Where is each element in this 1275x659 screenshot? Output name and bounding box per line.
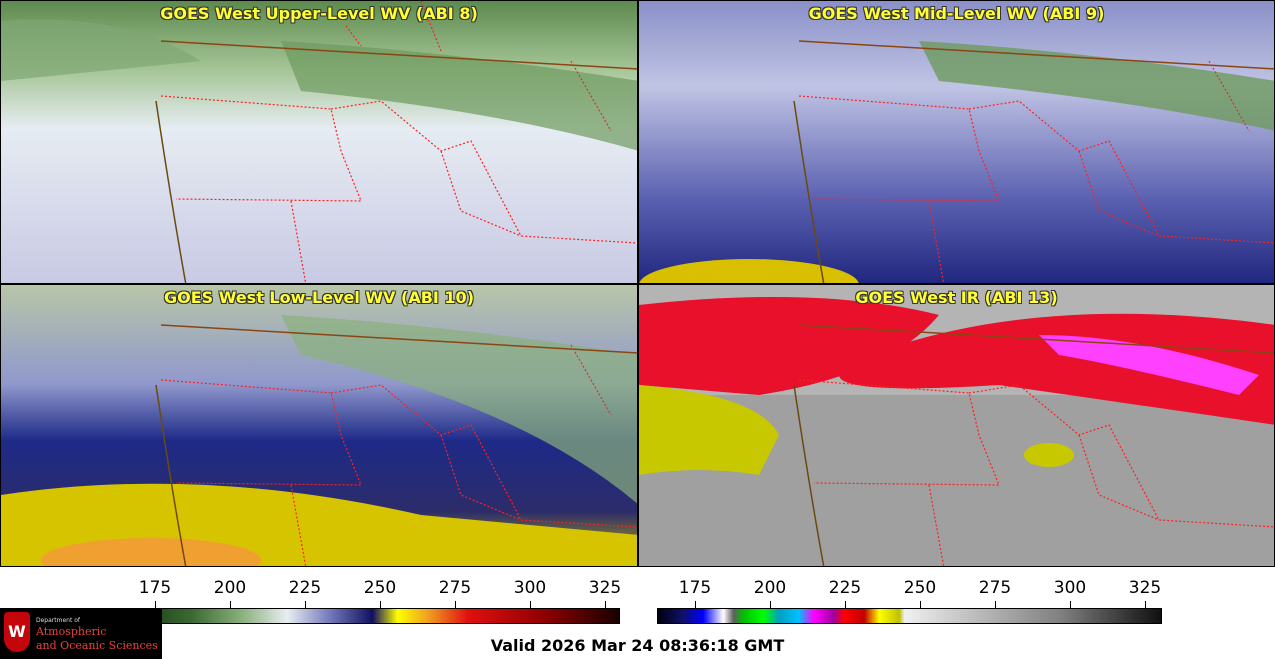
logo-line1: Atmospheric [36, 625, 107, 638]
panel-title: GOES West Upper-Level WV (ABI 8) [160, 4, 478, 23]
tick-label: 325 [588, 578, 622, 598]
panel-upper-level-wv: GOES West Upper-Level WV (ABI 8) [0, 0, 638, 284]
panel-low-level-wv: GOES West Low-Level WV (ABI 10) [0, 284, 638, 567]
tick-label: 275 [978, 578, 1012, 598]
panel-mid-level-wv: GOES West Mid-Level WV (ABI 9) [638, 0, 1275, 284]
panel-title: GOES West Mid-Level WV (ABI 9) [808, 4, 1105, 23]
tick-label: 300 [513, 578, 547, 598]
colorbar-right [657, 608, 1162, 624]
mid-wv-image [639, 1, 1274, 283]
uw-crest-icon: W [4, 612, 30, 652]
panel-title: GOES West IR (ABI 13) [855, 288, 1058, 307]
tick-label: 200 [213, 578, 247, 598]
tick-label: 250 [903, 578, 937, 598]
panel-title: GOES West Low-Level WV (ABI 10) [163, 288, 474, 307]
tick-label: 225 [828, 578, 862, 598]
upper-wv-image [1, 1, 637, 283]
logo-line2: and Oceanic Sciences [36, 639, 158, 652]
tick-label: 200 [753, 578, 787, 598]
tick-label: 325 [1128, 578, 1162, 598]
tick-label: 250 [363, 578, 397, 598]
valid-time: Valid 2026 Mar 24 08:36:18 GMT [490, 636, 785, 655]
logo-dept: Department of [36, 617, 80, 624]
tick-label: 175 [678, 578, 712, 598]
colorbar-left [115, 608, 620, 624]
low-wv-image [1, 285, 637, 566]
tick-label: 275 [438, 578, 472, 598]
panel-ir: GOES West IR (ABI 13) [638, 284, 1275, 567]
aos-logo: W Department of Atmospheric and Oceanic … [0, 608, 162, 659]
tick-label: 175 [138, 578, 172, 598]
tick-label: 225 [288, 578, 322, 598]
ir-image [639, 285, 1274, 566]
tick-label: 300 [1053, 578, 1087, 598]
